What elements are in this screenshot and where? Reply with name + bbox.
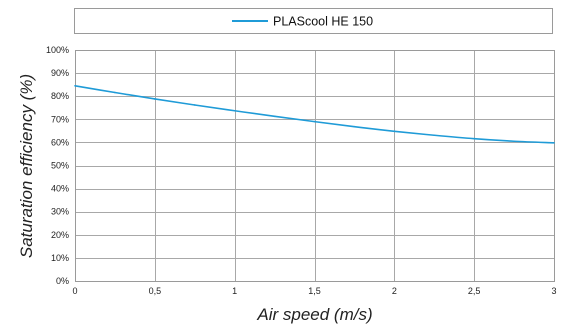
x-tick-label-0: 0	[72, 286, 77, 296]
y-tick-label-4: 40%	[51, 184, 69, 194]
x-tick-label-5: 2,5	[468, 286, 481, 296]
x-tick-labels: 0 0,5 1 1,5 2 2,5 3	[72, 286, 556, 296]
y-tick-labels: 0% 10% 20% 30% 40% 50% 60% 70% 80% 90% 100%	[46, 45, 69, 286]
series-point-0-11	[513, 140, 515, 143]
series-point-0-9	[433, 134, 436, 137]
series-point-0-3	[193, 104, 196, 106]
x-tick-label-1: 0,5	[149, 286, 162, 296]
series-point-0-7	[353, 125, 356, 128]
y-tick-label-8: 80%	[51, 91, 69, 101]
x-tick-label-6: 3	[551, 286, 556, 296]
series-point-0-0	[74, 85, 76, 87]
x-axis-title: Air speed (m/s)	[256, 305, 372, 324]
x-tick-label-3: 1,5	[308, 286, 321, 296]
y-tick-label-2: 20%	[51, 230, 69, 240]
series-point-0-5	[273, 115, 276, 118]
series-point-0-8	[393, 130, 396, 133]
y-tick-label-3: 30%	[51, 207, 69, 217]
plot-area-border	[75, 50, 555, 282]
y-tick-label-9: 90%	[51, 68, 69, 78]
y-axis-title: Saturation efficiency (%)	[17, 74, 36, 258]
legend-label: PLAScool HE 150	[273, 15, 373, 29]
y-tick-label-7: 70%	[51, 114, 69, 124]
y-tick-label-10: 100%	[46, 45, 69, 55]
series-point-0-2	[154, 98, 156, 100]
series-point-0-12	[553, 142, 555, 144]
series-point-0-6	[313, 120, 316, 123]
gridlines	[75, 50, 555, 282]
legend: PLAScool HE 150	[74, 8, 553, 34]
legend-box	[74, 8, 553, 34]
series-line-0	[74, 85, 555, 144]
y-tick-label-1: 10%	[51, 253, 69, 263]
series-point-0-1	[114, 91, 116, 94]
y-tick-label-6: 60%	[51, 137, 69, 147]
x-tick-label-4: 2	[392, 286, 397, 296]
series-point-0-4	[233, 109, 236, 112]
x-tick-label-2: 1	[232, 286, 237, 296]
series-point-0-10	[473, 137, 475, 140]
y-tick-label-0: 0%	[56, 276, 69, 286]
y-tick-label-5: 50%	[51, 161, 69, 171]
series-layer	[74, 85, 555, 144]
